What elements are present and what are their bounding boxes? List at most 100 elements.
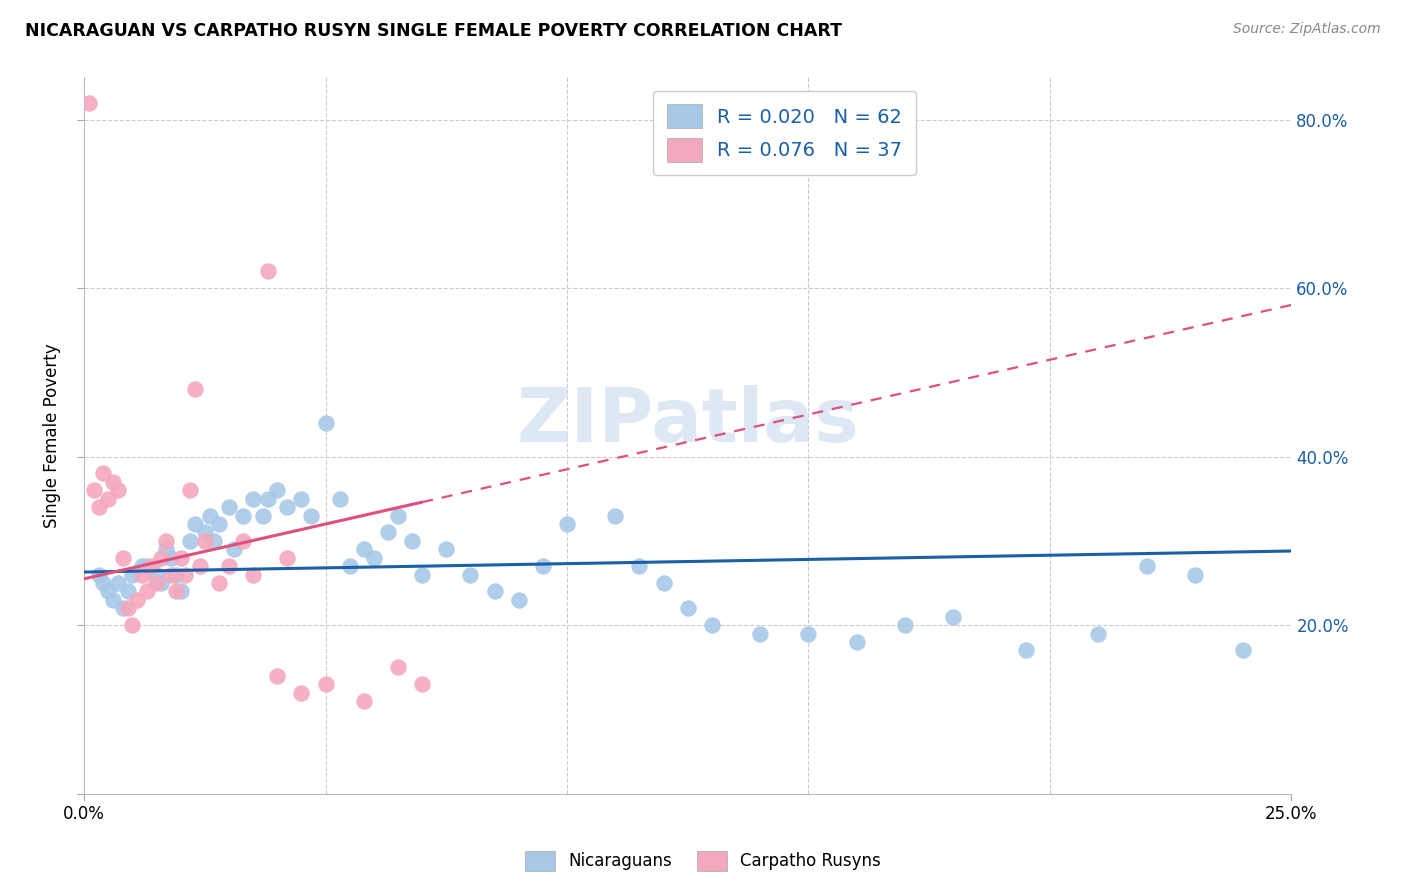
Point [700,618,723,632]
Point [460,567,482,582]
Point [797,626,820,640]
Point [1135,559,1157,574]
Point [218,500,240,515]
Point [676,601,699,615]
Point [315,677,337,691]
Point [508,592,530,607]
Point [169,550,191,565]
Point [121,567,143,582]
Point [531,559,554,574]
Point [208,516,231,531]
Point [845,635,868,649]
Point [121,618,143,632]
Point [107,576,129,591]
Point [155,542,177,557]
Point [131,567,153,582]
Point [93,467,115,481]
Point [242,567,264,582]
Point [194,525,217,540]
Point [387,508,409,523]
Point [184,516,207,531]
Point [174,567,197,582]
Point [194,533,217,548]
Text: Source: ZipAtlas.com: Source: ZipAtlas.com [1233,22,1381,37]
Legend: R = 0.020   N = 62, R = 0.076   N = 37: R = 0.020 N = 62, R = 0.076 N = 37 [652,91,915,175]
Y-axis label: Single Female Poverty: Single Female Poverty [44,343,60,528]
Point [401,533,423,548]
Point [87,500,110,515]
Point [290,491,312,506]
Point [555,516,578,531]
Point [942,609,965,624]
Point [256,264,278,278]
Point [131,559,153,574]
Point [266,669,288,683]
Point [184,382,207,396]
Point [256,491,278,506]
Point [434,542,457,557]
Point [315,416,337,430]
Point [232,533,254,548]
Point [135,559,157,574]
Point [387,660,409,674]
Point [252,508,274,523]
Point [299,508,322,523]
Point [232,508,254,523]
Point [141,559,163,574]
Point [77,95,100,110]
Point [155,533,177,548]
Point [111,601,134,615]
Point [145,576,167,591]
Point [411,567,433,582]
Point [329,491,352,506]
Point [749,626,772,640]
Point [179,483,201,498]
Point [127,592,149,607]
Point [101,592,124,607]
Point [218,559,240,574]
Point [135,584,157,599]
Point [1087,626,1109,640]
Point [117,584,139,599]
Point [363,550,385,565]
Point [204,533,226,548]
Text: NICARAGUAN VS CARPATHO RUSYN SINGLE FEMALE POVERTY CORRELATION CHART: NICARAGUAN VS CARPATHO RUSYN SINGLE FEMA… [25,22,842,40]
Point [276,500,298,515]
Point [150,550,173,565]
Text: ZIPatlas: ZIPatlas [516,384,859,458]
Point [605,508,627,523]
Point [165,567,187,582]
Point [1184,567,1206,582]
Point [97,491,120,506]
Point [93,576,115,591]
Point [242,491,264,506]
Point [353,694,375,708]
Point [107,483,129,498]
Point [411,677,433,691]
Point [160,567,183,582]
Point [160,550,183,565]
Point [198,508,221,523]
Point [484,584,506,599]
Point [894,618,917,632]
Legend: Nicaraguans, Carpatho Rusyns: Nicaraguans, Carpatho Rusyns [516,842,890,880]
Point [83,483,105,498]
Point [266,483,288,498]
Point [628,559,651,574]
Point [1015,643,1038,657]
Point [652,576,675,591]
Point [169,584,191,599]
Point [188,559,211,574]
Point [179,533,201,548]
Point [290,685,312,699]
Point [222,542,245,557]
Point [377,525,399,540]
Point [165,584,187,599]
Point [97,584,120,599]
Point [150,576,173,591]
Point [1232,643,1254,657]
Point [101,475,124,489]
Point [276,550,298,565]
Point [208,576,231,591]
Point [353,542,375,557]
